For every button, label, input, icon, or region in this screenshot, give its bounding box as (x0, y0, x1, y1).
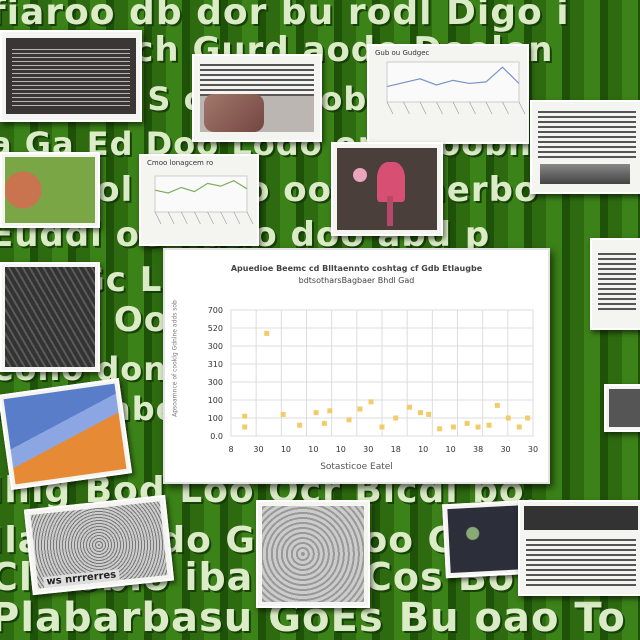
scatter-point (379, 424, 385, 430)
x-axis-label: Sotasticoe Eatel (320, 462, 393, 472)
x-tick-label: 10 (281, 445, 291, 454)
y-tick-label: 700 (208, 306, 223, 315)
document-card (192, 54, 322, 142)
y-tick-label: 300 (208, 342, 223, 351)
dark-photo (5, 267, 95, 367)
colorful-painting (3, 383, 127, 485)
scatter-point (357, 406, 363, 412)
x-tick-label: 30 (500, 445, 510, 454)
y-tick-label: 100 (208, 396, 223, 405)
mini-tick (502, 101, 509, 115)
mini-tick (194, 211, 201, 225)
x-tick-label: 30 (253, 445, 263, 454)
colorful-painting-card (0, 377, 133, 491)
mini-tick (207, 211, 214, 225)
scatter-point (393, 415, 399, 421)
scatter-point (346, 417, 352, 423)
scatter-point (486, 422, 492, 428)
mid-line-chart (154, 175, 254, 225)
mini-series-line (386, 66, 520, 88)
document-card (518, 500, 640, 596)
scatter-point (406, 404, 412, 410)
top-line-chart (386, 61, 526, 115)
scatter-point (464, 420, 470, 426)
mid-chart-caption: Cmoo lonagcem ro (147, 159, 214, 167)
dark-photo-card (0, 262, 100, 372)
x-tick-label: 30 (528, 445, 538, 454)
mini-tick (485, 101, 493, 115)
vehicle-photo (540, 164, 630, 184)
document-photo-card (0, 30, 142, 122)
mini-tick (518, 101, 526, 115)
y-tick-label: 300 (208, 378, 223, 387)
mini-tick (403, 101, 410, 115)
scatter-point (242, 413, 248, 419)
scatter-point (368, 399, 374, 405)
bottom-text-card: ws nrrrerres (23, 494, 175, 596)
mini-tick (220, 211, 227, 225)
y-axis-label: Apsoarnnce of cooklg Gdnlne adds sob (171, 300, 179, 417)
main-scatter-chart-card: Apuedioe Beemc cd Blltaennto coshtag cf … (163, 248, 550, 484)
y-tick-label: 310 (208, 360, 223, 369)
grey-photo (262, 506, 364, 602)
scatter-point (313, 410, 319, 416)
scatter-point (327, 408, 333, 414)
scatter-point (417, 410, 423, 416)
scatter-point (437, 426, 443, 432)
top-line-chart-card: Gub ou Gudgec (367, 44, 529, 144)
x-tick-label: 8 (228, 445, 233, 454)
mini-tick (452, 101, 460, 115)
mini-tick (154, 211, 162, 225)
field-photo-card (0, 152, 100, 228)
scatter-point (494, 402, 500, 408)
scatter-point (321, 420, 327, 426)
mini-tick (246, 211, 254, 225)
mini-tick (233, 211, 241, 225)
scatter-point (505, 415, 511, 421)
small-photo-card (604, 384, 640, 432)
scatter-plot: 700 520 300 310 300 100 100 0.0 8 30 10 10 10 30 18 10 1… (208, 306, 538, 454)
scatter-point (242, 424, 248, 430)
x-tick-label: 10 (336, 445, 346, 454)
mini-tick (419, 101, 427, 115)
mini-tick (436, 101, 443, 115)
x-tick-label: 10 (446, 445, 456, 454)
y-tick-label: 520 (208, 324, 223, 333)
field-photo (5, 157, 95, 223)
scatter-point (450, 424, 456, 430)
document-card (590, 238, 640, 330)
chart-subtitle: bdtsotharsBagbaer Bhdl Gad (298, 276, 415, 285)
flower-painting-card (331, 142, 443, 236)
chart-title: Apuedioe Beemc cd Blltaennto coshtag cf … (230, 264, 483, 273)
meat-photo (204, 94, 264, 132)
mini-tick (386, 101, 394, 115)
x-tick-label: 18 (391, 445, 401, 454)
scatter-point (426, 411, 432, 417)
mid-line-chart-card: Cmoo lonagcem ro (139, 154, 259, 246)
mini-tick (167, 211, 175, 225)
mini-tick (469, 101, 476, 115)
flower-painting (337, 148, 437, 230)
scatter-point (264, 330, 270, 336)
scatter-point (280, 411, 286, 417)
bg-row: fiaroo db dor bu rodl Digo i (0, 0, 570, 33)
x-tick-label: 10 (308, 445, 318, 454)
y-tick-label: 100 (208, 414, 223, 423)
top-chart-caption: Gub ou Gudgec (375, 49, 430, 57)
document-photo (6, 38, 136, 114)
scatter-point (525, 415, 531, 421)
x-tick-label: 30 (363, 445, 373, 454)
scatter-point (475, 424, 481, 430)
mini-tick (181, 211, 188, 225)
x-tick-label: 10 (418, 445, 428, 454)
x-tick-label: 38 (473, 445, 483, 454)
y-tick-label: 0.0 (210, 432, 223, 441)
document-card (530, 100, 640, 194)
grey-photo-card (256, 500, 370, 608)
small-photo (609, 389, 640, 427)
scatter-point (297, 422, 303, 428)
mini-series-line (154, 180, 248, 194)
scatter-point (516, 424, 522, 430)
